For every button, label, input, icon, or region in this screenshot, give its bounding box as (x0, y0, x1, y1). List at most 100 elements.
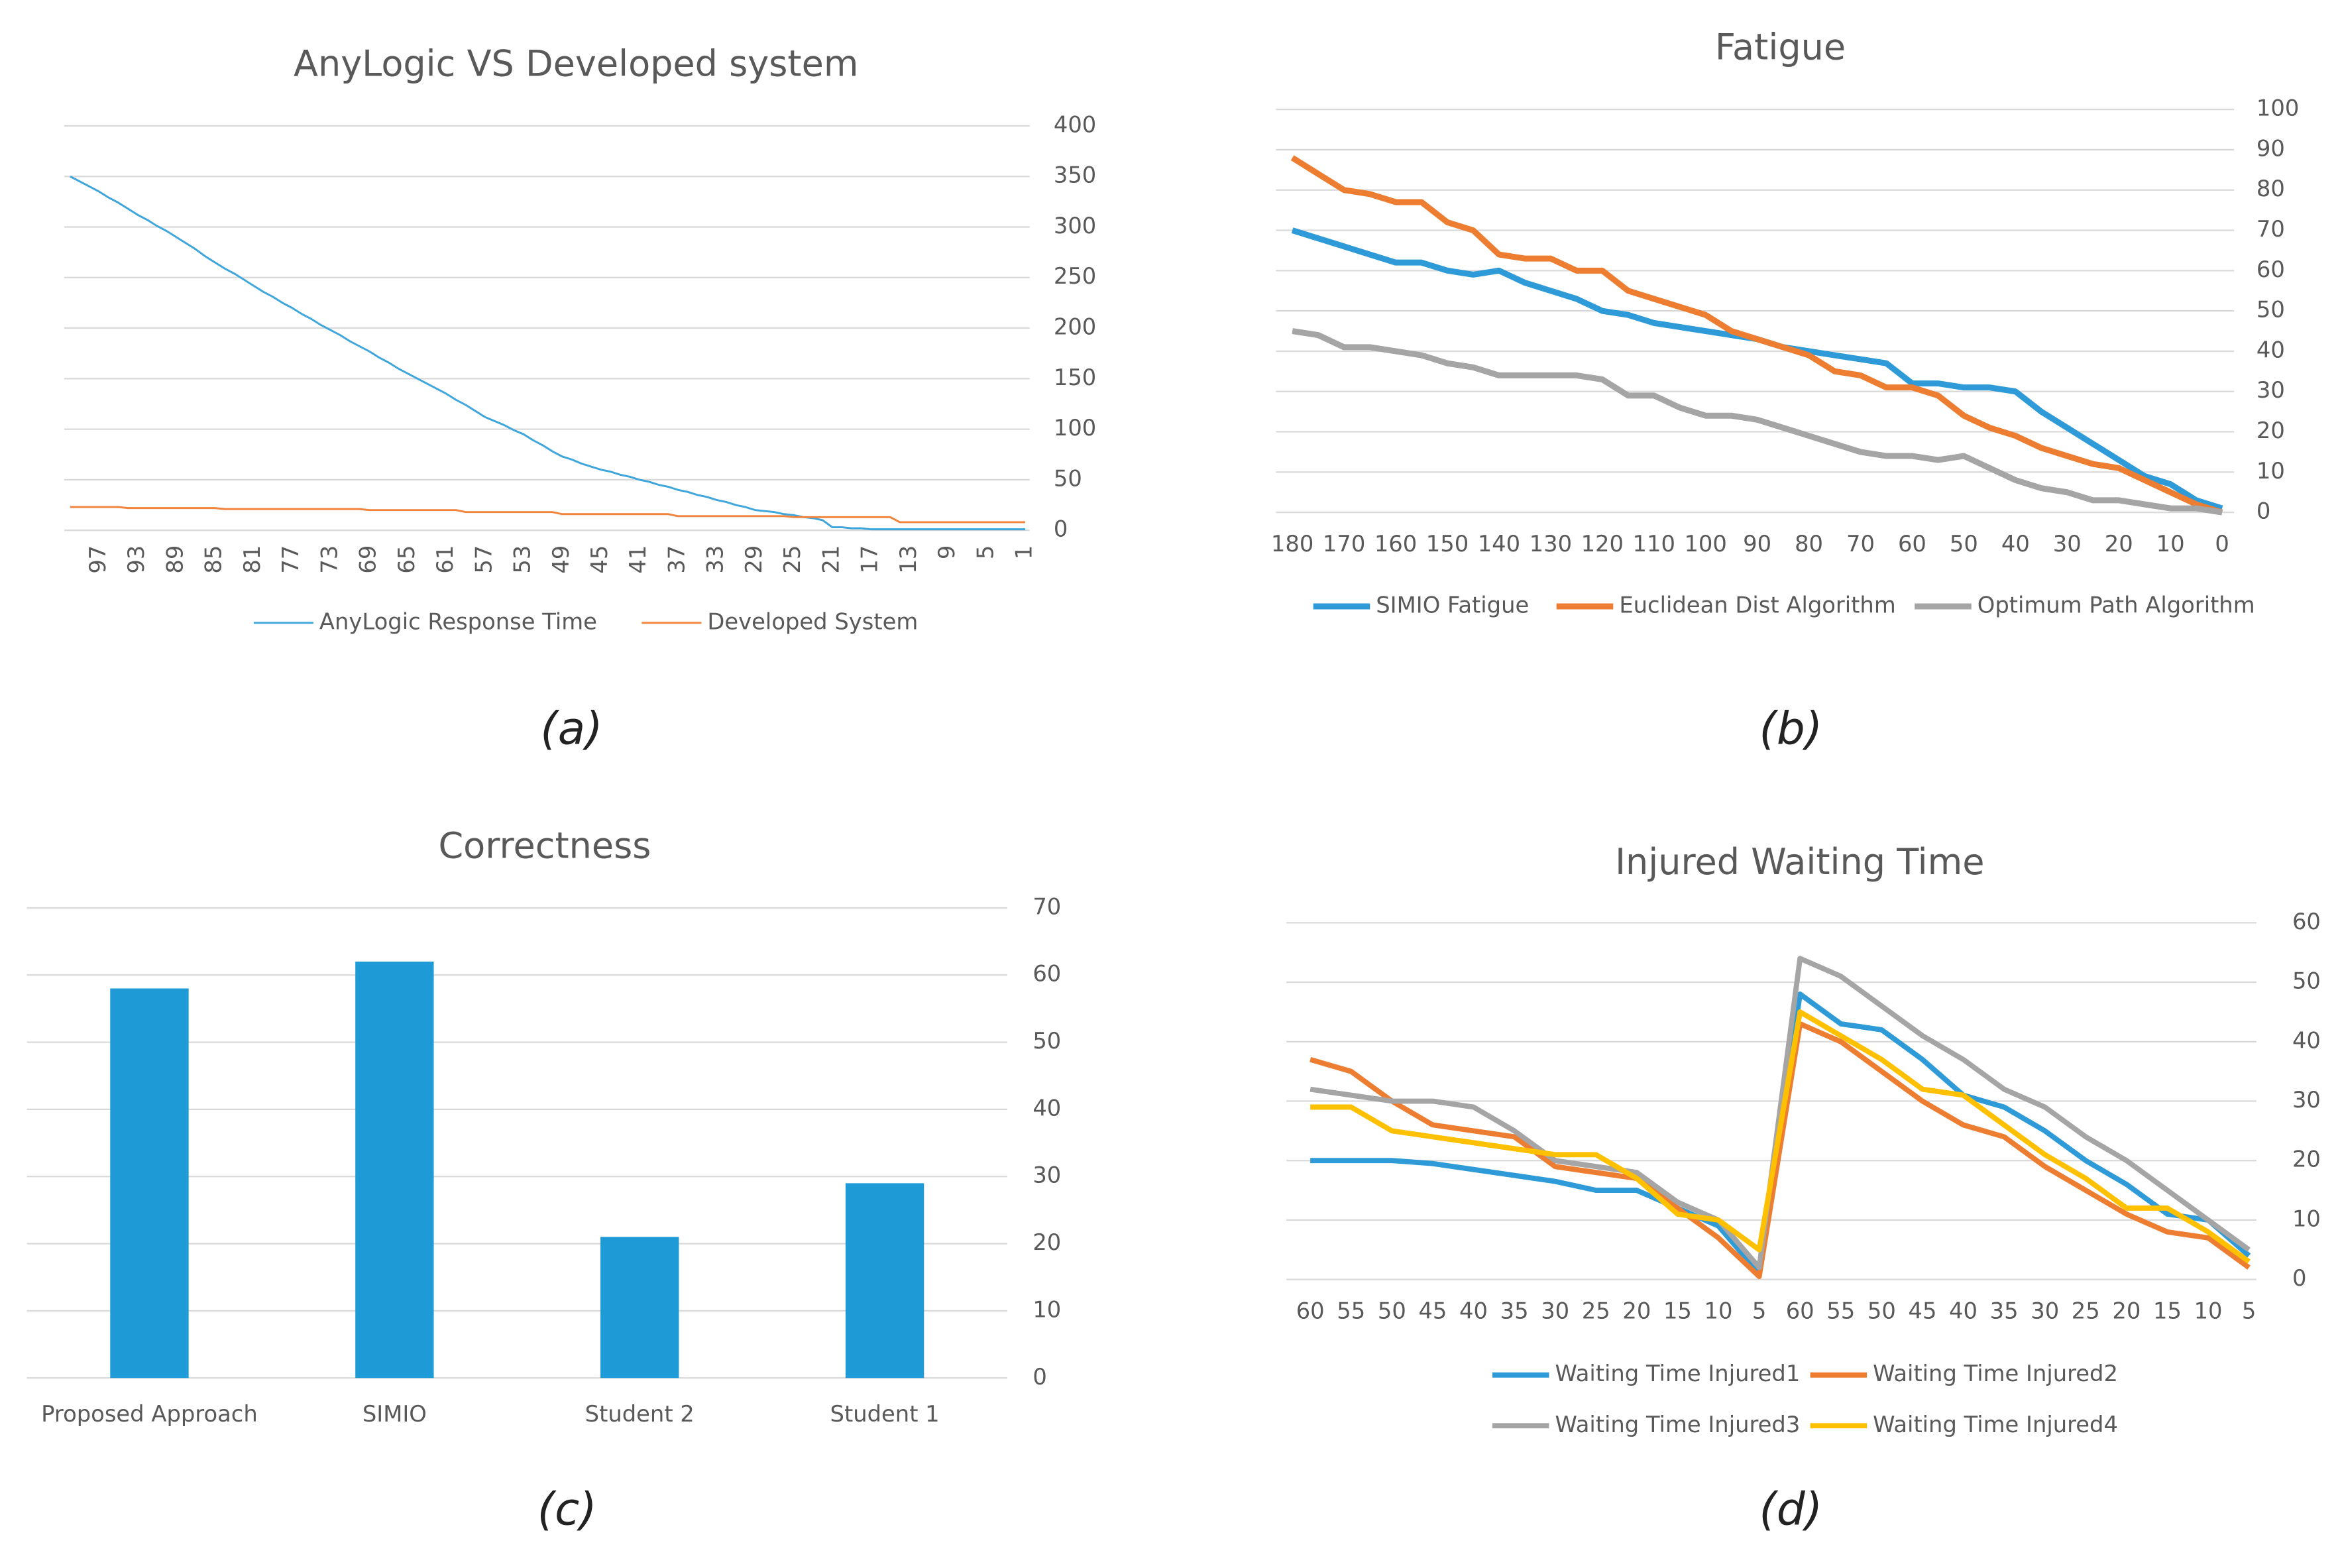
x-tick-label: 1 (1011, 545, 1037, 559)
bar (355, 961, 434, 1378)
y-tick-label: 100 (1054, 415, 1096, 441)
x-tick-label: Proposed Approach (41, 1401, 258, 1427)
x-tick-label: 30 (2053, 531, 2082, 557)
x-tick-label: 40 (1949, 1298, 1978, 1324)
x-tick-label: 50 (1950, 531, 1978, 557)
y-tick-label: 70 (1032, 893, 1061, 919)
y-tick-label: 20 (2256, 418, 2285, 443)
x-tick-label: 55 (1826, 1298, 1855, 1324)
x-tick-label: 97 (85, 545, 111, 574)
caption: (b) (1759, 702, 1822, 755)
chart-title: Correctness (438, 824, 651, 866)
x-tick-label: 5 (2242, 1298, 2256, 1324)
x-tick-label: 25 (779, 545, 805, 574)
x-tick-label: 5 (1752, 1298, 1766, 1324)
x-tick-label: 140 (1478, 531, 1520, 557)
y-tick-label: 0 (2256, 498, 2270, 524)
bar (845, 1183, 924, 1378)
x-tick-label: 20 (2105, 531, 2133, 557)
bar (110, 988, 189, 1378)
caption: (d) (1759, 1483, 1822, 1535)
x-tick-label: 0 (2215, 531, 2229, 557)
y-tick-label: 50 (2292, 968, 2321, 994)
y-tick-label: 50 (1032, 1028, 1061, 1054)
x-tick-label: Student 2 (585, 1401, 695, 1427)
x-tick-label: 70 (1846, 531, 1875, 557)
y-tick-label: 10 (2292, 1205, 2321, 1231)
x-tick-label: 29 (741, 545, 767, 574)
x-tick-label: SIMIO (362, 1401, 427, 1427)
caption: (a) (540, 702, 602, 755)
x-tick-label: 45 (1418, 1298, 1447, 1324)
legend-label: Euclidean Dist Algorithm (1619, 592, 1895, 618)
y-tick-label: 150 (1054, 364, 1096, 390)
x-tick-label: 25 (2072, 1298, 2100, 1324)
y-tick-label: 0 (1032, 1364, 1046, 1390)
x-tick-label: 100 (1684, 531, 1726, 557)
x-tick-label: 110 (1633, 531, 1675, 557)
x-tick-label: 85 (201, 545, 227, 574)
x-tick-label: 50 (1867, 1298, 1896, 1324)
x-tick-label: 5 (972, 545, 998, 559)
x-tick-label: 57 (471, 545, 496, 574)
x-tick-label: 60 (1296, 1298, 1325, 1324)
series-line (1290, 155, 2223, 516)
x-tick-label: 10 (2194, 1298, 2223, 1324)
x-tick-label: 65 (394, 545, 419, 574)
y-tick-label: 250 (1054, 263, 1096, 289)
x-tick-label: 40 (1459, 1298, 1488, 1324)
y-tick-label: 0 (2292, 1265, 2306, 1291)
y-tick-label: 400 (1054, 111, 1096, 137)
y-tick-label: 20 (1032, 1229, 1061, 1255)
x-tick-label: 180 (1271, 531, 1313, 557)
y-tick-label: 30 (2292, 1087, 2321, 1113)
x-tick-label: 53 (510, 545, 535, 574)
series-line (1309, 956, 2251, 1270)
x-tick-label: 89 (162, 545, 188, 574)
x-tick-label: 10 (2156, 531, 2185, 557)
x-tick-label: 50 (1378, 1298, 1406, 1324)
y-tick-label: 60 (2256, 256, 2285, 282)
x-tick-label: 35 (1500, 1298, 1529, 1324)
bar (600, 1237, 679, 1378)
legend-label: Waiting Time Injured3 (1555, 1412, 1800, 1437)
series-line (70, 506, 1026, 524)
y-tick-label: 10 (1032, 1296, 1061, 1322)
y-tick-label: 90 (2256, 135, 2285, 161)
y-tick-label: 30 (1032, 1162, 1061, 1188)
y-tick-label: 20 (2292, 1147, 2321, 1172)
y-tick-label: 350 (1054, 162, 1096, 188)
legend-label: Developed System (707, 608, 918, 634)
x-tick-label: 13 (895, 545, 921, 574)
x-tick-label: 15 (2153, 1298, 2182, 1324)
x-tick-label: 33 (702, 545, 728, 574)
x-tick-label: 30 (1541, 1298, 1569, 1324)
legend-label: SIMIO Fatigue (1376, 592, 1529, 618)
x-tick-label: 170 (1323, 531, 1365, 557)
legend-label: Optimum Path Algorithm (1978, 592, 2255, 618)
y-tick-label: 50 (2256, 297, 2285, 323)
x-tick-label: 93 (123, 545, 149, 574)
series-line (1310, 1009, 2251, 1264)
x-tick-label: 49 (548, 545, 574, 574)
x-tick-label: 45 (586, 545, 612, 574)
y-tick-label: 40 (2256, 337, 2285, 363)
series-line (1309, 1021, 2251, 1280)
y-tick-label: 200 (1054, 314, 1096, 340)
x-tick-label: 160 (1374, 531, 1417, 557)
x-tick-label: 21 (818, 545, 844, 574)
x-tick-label: 10 (1704, 1298, 1733, 1324)
x-tick-label: 17 (857, 545, 883, 574)
x-tick-label: 15 (1663, 1298, 1692, 1324)
x-tick-label: 60 (1898, 531, 1926, 557)
y-tick-label: 50 (1054, 465, 1082, 491)
series-line (1292, 328, 2223, 516)
y-tick-label: 40 (1032, 1095, 1061, 1121)
x-tick-label: 120 (1581, 531, 1624, 557)
series-line (1291, 227, 2223, 512)
x-tick-label: 73 (316, 545, 342, 574)
x-tick-label: 40 (2001, 531, 2030, 557)
x-tick-label: 69 (355, 545, 381, 574)
x-tick-label: 45 (1908, 1298, 1936, 1324)
